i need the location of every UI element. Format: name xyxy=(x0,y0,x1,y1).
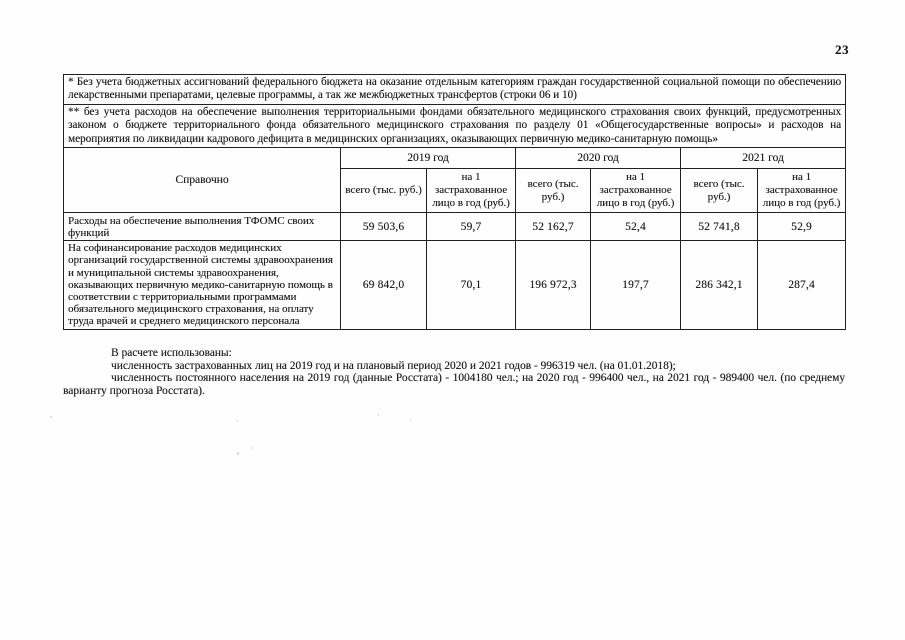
notes-population-count: численность постоянного населения на 201… xyxy=(63,372,845,397)
subheader-2020-total: всего (тыс. руб.) xyxy=(515,168,591,214)
column-header-spravochno: Справочно xyxy=(63,147,341,214)
cell-2019-total: 69 842,0 xyxy=(340,240,427,330)
scan-speck xyxy=(50,416,52,418)
cell-2020-total: 196 972,3 xyxy=(515,240,591,330)
row-label-cofinancing: На софинансирование расходов медицинских… xyxy=(63,240,341,330)
year-header-2019: 2019 год xyxy=(340,147,516,170)
page-number: 23 xyxy=(835,42,849,57)
subheader-2021-per-insured: на 1 застрахованное лицо в год (руб.) xyxy=(756,168,847,214)
cell-2019-total: 59 503,6 xyxy=(340,212,427,242)
cell-2020-total: 52 162,7 xyxy=(515,212,591,242)
year-header-2021: 2021 год xyxy=(679,147,847,170)
subheader-2019-per-insured: на 1 застрахованное лицо в год (руб.) xyxy=(426,168,516,214)
scan-speck xyxy=(237,420,238,422)
scan-speck xyxy=(237,452,239,455)
table-row-footnote-double-star: ** без учета расходов на обеспечение вып… xyxy=(62,103,847,149)
table-row-year-headers: Справочно 2019 год 2020 год 2021 год xyxy=(63,147,847,214)
subheader-2020-per-insured: на 1 застрахованное лицо в год (руб.) xyxy=(590,168,681,214)
scan-speck xyxy=(251,447,252,449)
cell-2021-total: 286 342,1 xyxy=(680,240,758,330)
tfoms-expenses-table: * Без учета бюджетных ассигнований федер… xyxy=(62,74,847,330)
notes-insured-count: численность застрахованных лиц на 2019 г… xyxy=(111,359,676,372)
cell-2020-per-insured: 197,7 xyxy=(590,240,681,330)
scan-speck xyxy=(378,414,379,416)
notes-intro: В расчете использованы: xyxy=(111,347,232,359)
cell-2019-per-insured: 70,1 xyxy=(426,240,516,330)
subheader-2019-total: всего (тыс. руб.) xyxy=(340,168,427,214)
subheader-2021-total: всего (тыс. руб.) xyxy=(680,168,758,214)
year-header-2020: 2020 год xyxy=(515,147,681,170)
cell-2021-total: 52 741,8 xyxy=(680,212,758,242)
row-label-tfoms-functions: Расходы на обеспечение выполнения ТФОМС … xyxy=(63,212,341,242)
calculation-notes: В расчете использованы: численность заст… xyxy=(63,347,845,397)
table-row-footnote-star: * Без учета бюджетных ассигнований федер… xyxy=(62,74,847,105)
table-row-tfoms-functions: Расходы на обеспечение выполнения ТФОМС … xyxy=(63,212,847,242)
scan-speck xyxy=(410,419,411,421)
table-row-cofinancing: На софинансирование расходов медицинских… xyxy=(63,240,847,330)
table-row-sub-headers: всего (тыс. руб.) на 1 застрахованное ли… xyxy=(64,168,847,214)
footnote-double-star-text: ** без учета расходов на обеспечение вып… xyxy=(62,103,847,149)
cell-2020-per-insured: 52,4 xyxy=(590,212,681,242)
cell-2019-per-insured: 59,7 xyxy=(426,212,516,242)
footnote-star-text: * Без учета бюджетных ассигнований федер… xyxy=(62,74,847,105)
cell-2021-per-insured: 52,9 xyxy=(756,212,847,242)
cell-2021-per-insured: 287,4 xyxy=(756,240,847,330)
